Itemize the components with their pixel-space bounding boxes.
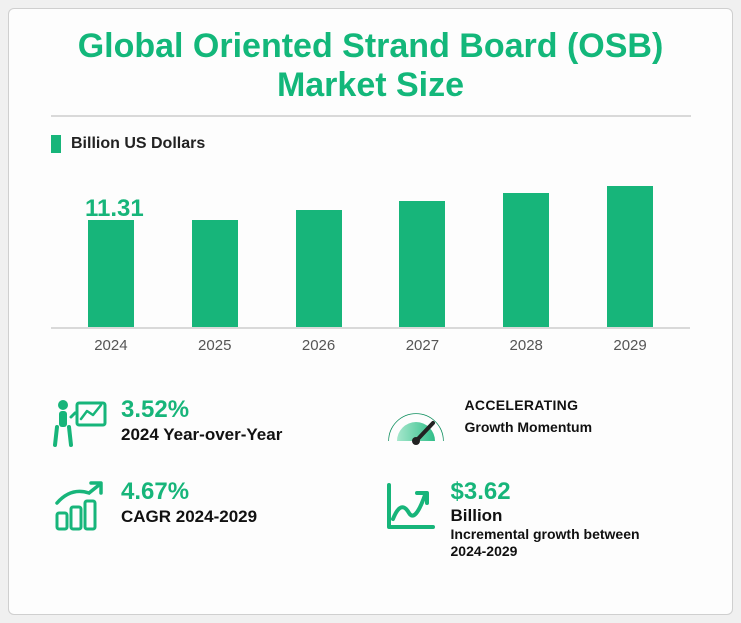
chart-legend: Billion US Dollars — [51, 135, 704, 153]
stat-accel-text: ACCELERATING Growth Momentum — [465, 397, 593, 435]
stat-incremental-unit: Billion — [451, 506, 651, 526]
chart-bar — [399, 201, 445, 328]
stat-cagr-text: 4.67% CAGR 2024-2029 — [121, 479, 257, 527]
bar-slot — [578, 159, 682, 327]
stat-incremental-value: $3.62 — [451, 479, 651, 505]
presenter-chart-icon — [51, 397, 107, 453]
bar-slot — [370, 159, 474, 327]
first-bar-value-label: 11.31 — [85, 195, 144, 223]
growth-bars-icon — [51, 479, 107, 535]
chart-bar — [192, 220, 238, 328]
stat-cagr-value: 4.67% — [121, 479, 257, 505]
stat-accel-head: ACCELERATING — [465, 397, 593, 413]
stat-incremental-text: $3.62 Billion Incremental growth between… — [451, 479, 651, 560]
stat-accel-sub: Growth Momentum — [465, 419, 593, 435]
chart-bars-container — [51, 159, 690, 329]
chart-bar — [503, 193, 549, 327]
chart-x-axis: 202420252026202720282029 — [51, 329, 690, 354]
bar-chart: 11.31 202420252026202720282029 — [37, 159, 704, 369]
x-axis-label: 2024 — [59, 337, 163, 354]
legend-swatch — [51, 135, 61, 153]
page-title: Global Oriented Strand Board (OSB) Marke… — [51, 27, 691, 105]
x-axis-label: 2027 — [370, 337, 474, 354]
x-axis-label: 2029 — [578, 337, 682, 354]
stat-incremental: $3.62 Billion Incremental growth between… — [381, 479, 691, 560]
bar-slot — [267, 159, 371, 327]
x-axis-label: 2025 — [163, 337, 267, 354]
bar-slot — [474, 159, 578, 327]
infographic-card: Global Oriented Strand Board (OSB) Marke… — [8, 8, 733, 615]
chart-bar — [296, 210, 342, 327]
line-growth-icon — [381, 479, 437, 535]
bar-slot — [163, 159, 267, 327]
title-underline — [51, 115, 691, 117]
x-axis-label: 2026 — [267, 337, 371, 354]
x-axis-label: 2028 — [474, 337, 578, 354]
bar-slot — [59, 159, 163, 327]
stats-grid: 3.52% 2024 Year-over-Year ACCELERATING — [37, 369, 704, 560]
chart-bar — [607, 186, 653, 327]
legend-label: Billion US Dollars — [71, 135, 205, 153]
stat-incremental-note: Incremental growth between 2024-2029 — [451, 526, 651, 561]
stat-cagr-label: CAGR 2024-2029 — [121, 506, 257, 528]
stat-yoy: 3.52% 2024 Year-over-Year — [51, 397, 361, 453]
stat-yoy-value: 3.52% — [121, 397, 282, 423]
stat-yoy-text: 3.52% 2024 Year-over-Year — [121, 397, 282, 445]
stat-cagr: 4.67% CAGR 2024-2029 — [51, 479, 361, 560]
gauge-icon — [381, 397, 451, 449]
chart-bar — [88, 220, 134, 327]
stat-accelerating: ACCELERATING Growth Momentum — [381, 397, 691, 453]
stat-yoy-label: 2024 Year-over-Year — [121, 424, 282, 446]
